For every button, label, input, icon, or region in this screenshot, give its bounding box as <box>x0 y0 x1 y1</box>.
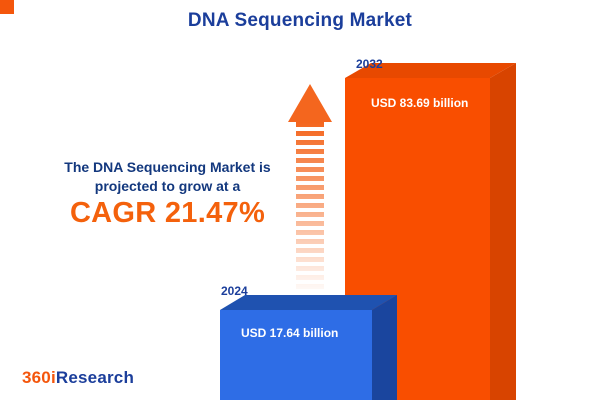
growth-annotation: The DNA Sequencing Market is projected t… <box>40 158 295 229</box>
bar-2032-year-label: 2032 <box>356 57 383 71</box>
bar-2024-side-face <box>372 295 397 400</box>
bar-2032-value-label: USD 83.69 billion <box>371 96 469 110</box>
annotation-line2: projected to grow at a <box>94 178 241 194</box>
logo: 360iResearch <box>22 368 134 388</box>
annotation-line1: The DNA Sequencing Market is <box>64 159 271 175</box>
page-title: DNA Sequencing Market <box>187 10 413 31</box>
logo-360i: 360i <box>22 368 56 387</box>
cagr-value: CAGR 21.47% <box>69 197 266 229</box>
logo-research: Research <box>55 368 135 387</box>
growth-arrow-stripes <box>296 122 324 290</box>
corner-accent-square <box>0 0 14 14</box>
bar-2024-year-label: 2024 <box>221 284 248 298</box>
bar-2024-top-face <box>220 295 397 310</box>
growth-arrow-icon <box>288 84 332 122</box>
bar-2024-value-label: USD 17.64 billion <box>241 326 339 340</box>
bar-2032-side-face <box>490 63 516 400</box>
bar-2032-top-face <box>345 63 516 78</box>
bar-2024 <box>220 310 372 400</box>
